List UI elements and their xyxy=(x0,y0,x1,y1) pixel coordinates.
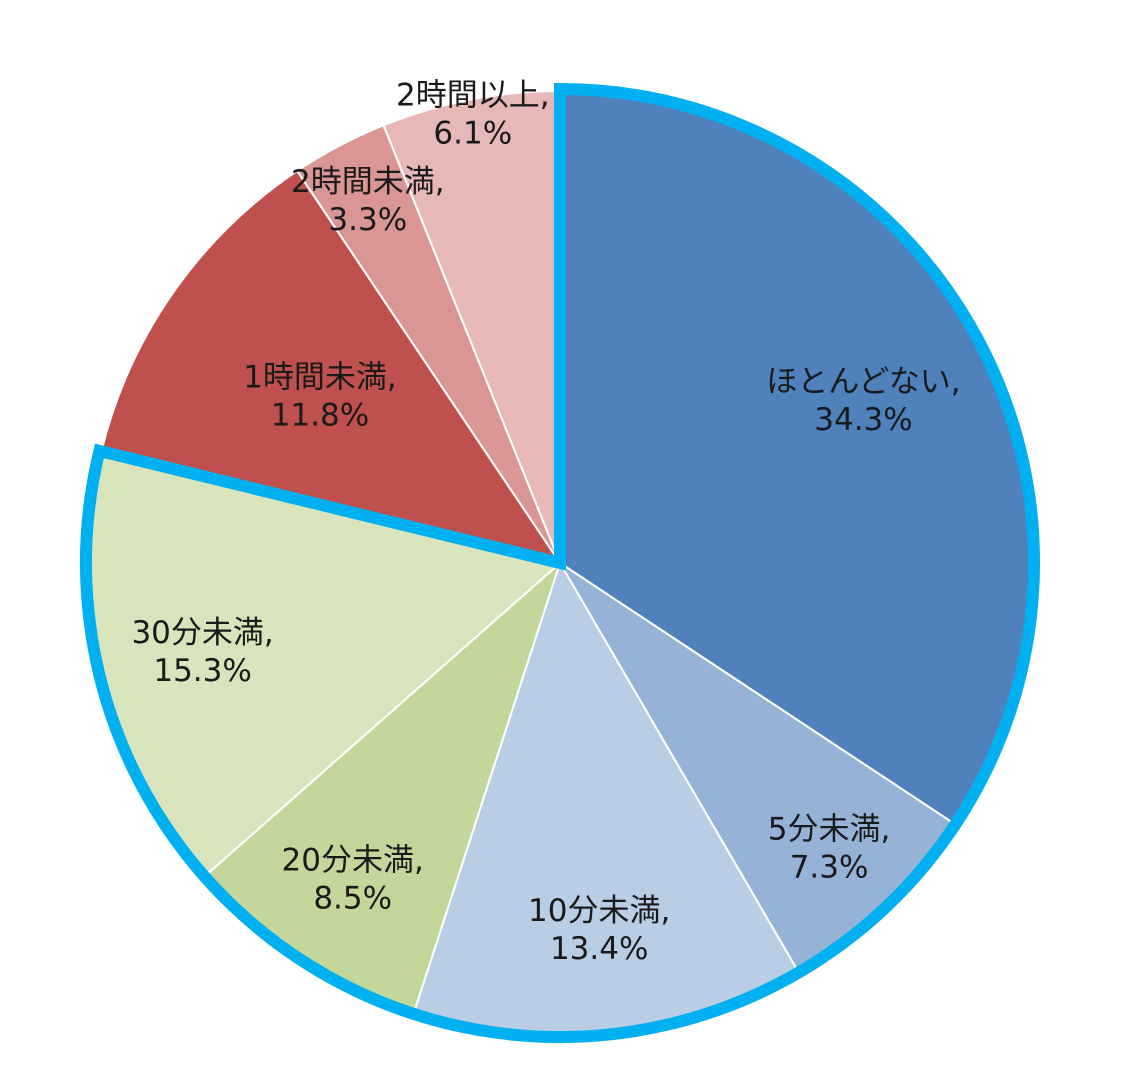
pie-slice xyxy=(382,89,561,564)
pie-slice xyxy=(100,169,563,565)
slice-value-label: 11.8% xyxy=(271,398,369,434)
slice-value-label: 8.5% xyxy=(313,881,392,917)
slice-category-label: 2時間未満, xyxy=(291,164,445,200)
slice-label: ほとんどない, 34.3% xyxy=(766,364,960,438)
slice-label: 30分未満, 15.3% xyxy=(131,615,273,689)
slice-value-label: 7.3% xyxy=(790,850,869,886)
slice-value-label: 3.3% xyxy=(328,202,407,238)
slice-label: 2時間未満, 3.3% xyxy=(291,164,445,238)
slice-category-label: 2時間以上, xyxy=(396,78,550,114)
slice-label: 20分未満, 8.5% xyxy=(282,843,424,917)
slice-category-label: 10分未満, xyxy=(528,893,670,929)
pie-slices xyxy=(87,89,1033,1036)
slice-label: 1時間未満, 11.8% xyxy=(243,360,397,434)
slice-category-label: ほとんどない, xyxy=(766,364,960,400)
slice-category-label: 30分未満, xyxy=(131,615,273,651)
slice-category-label: 20分未満, xyxy=(282,843,424,879)
slice-category-label: 5分未満, xyxy=(768,812,891,848)
slice-value-label: 6.1% xyxy=(433,116,512,152)
slice-label: 10分未満, 13.4% xyxy=(528,893,670,967)
slice-value-label: 15.3% xyxy=(153,653,251,689)
highlight-outline xyxy=(80,82,1040,1043)
slice-labels: ほとんどない, 34.3% 5分未満, 7.3% 10分未満, 13.4% 20分未満, 8.… xyxy=(131,78,960,968)
slice-label: 2時間以上, 6.1% xyxy=(396,78,550,152)
slice-label: 5分未満, 7.3% xyxy=(768,812,891,886)
slice-category-label: 1時間未満, xyxy=(243,360,397,396)
slice-value-label: 34.3% xyxy=(814,402,912,438)
slice-value-label: 13.4% xyxy=(550,931,648,967)
